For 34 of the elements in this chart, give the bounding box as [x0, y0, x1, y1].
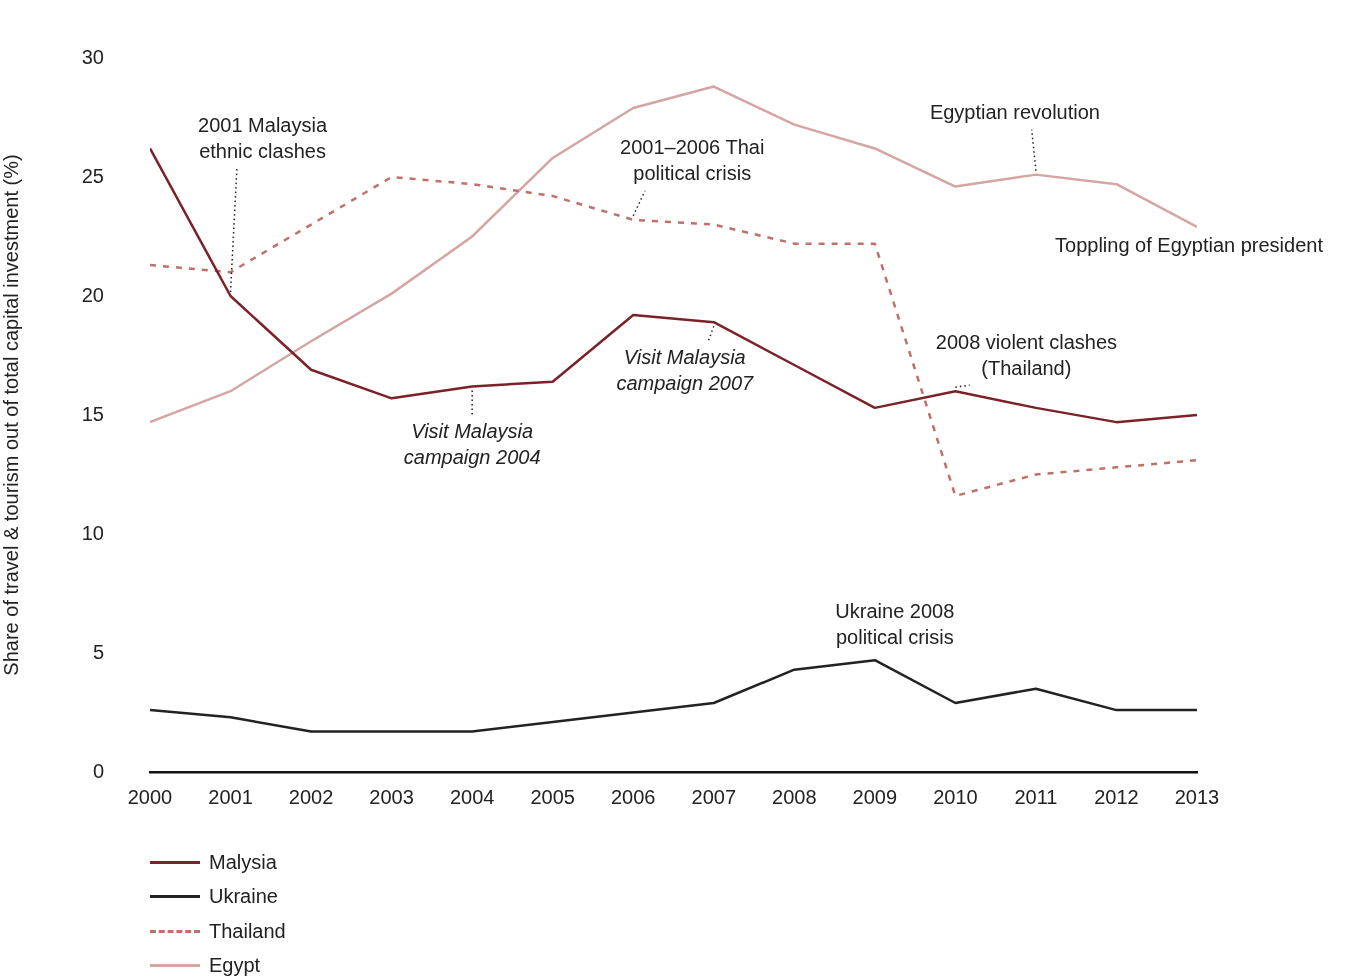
x-tick-label: 2010	[933, 785, 978, 808]
y-tick-label: 0	[92, 759, 104, 782]
y-tick-label: 5	[92, 640, 104, 663]
annotation: Visit Malaysia campaign 2004	[403, 420, 541, 468]
legend-label: Malysia	[209, 850, 277, 874]
y-tick-label: 25	[81, 164, 104, 187]
legend-label: Ukraine	[209, 885, 278, 909]
legend-label: Thailand	[209, 919, 286, 943]
x-tick-label: 2008	[772, 785, 817, 808]
annotation: Ukraine 2008 political crisis	[835, 599, 955, 648]
x-tick-label: 2002	[288, 785, 334, 808]
x-tick-label: 2006	[610, 785, 656, 808]
y-tick-label: 15	[81, 402, 104, 425]
x-tick-label: 2000	[127, 785, 173, 808]
annotation: Egyptian revolution	[929, 101, 1100, 124]
annotation: 2001 Malaysia ethnic clashes	[198, 113, 328, 162]
x-tick-label: 2013	[1174, 785, 1220, 808]
x-tick-label: 2007	[691, 785, 737, 808]
x-tick-label: 2004	[449, 785, 495, 808]
annotation: 2008 violent clashes (Thailand)	[935, 330, 1117, 379]
x-tick-label: 2011	[1014, 785, 1058, 808]
annotation: Toppling of Egyptian president	[1055, 234, 1324, 257]
x-tick-label: 2003	[369, 785, 414, 808]
x-tick-label: 2009	[852, 785, 898, 808]
y-tick-label: 30	[81, 45, 104, 68]
annotation: 2001–2006 Thai political crisis	[620, 136, 765, 185]
x-tick-label: 2001	[208, 785, 253, 808]
x-tick-label: 2012	[1094, 785, 1139, 808]
y-tick-label: 10	[81, 521, 104, 544]
legend-label: Egypt	[209, 954, 261, 978]
x-tick-label: 2005	[530, 785, 575, 808]
y-axis-title: Share of travel & tourism out of total capital investment (%)	[0, 154, 22, 676]
annotation: Visit Malaysia campaign 2007	[616, 345, 755, 394]
y-tick-label: 20	[81, 283, 104, 306]
